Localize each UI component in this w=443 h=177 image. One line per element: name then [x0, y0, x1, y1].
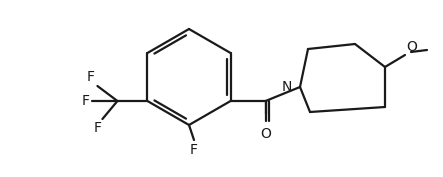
Text: O: O	[260, 127, 271, 141]
Text: F: F	[86, 70, 94, 84]
Text: F: F	[82, 94, 89, 108]
Text: O: O	[406, 40, 417, 54]
Text: F: F	[93, 121, 101, 135]
Text: N: N	[282, 80, 292, 94]
Text: F: F	[190, 143, 198, 157]
